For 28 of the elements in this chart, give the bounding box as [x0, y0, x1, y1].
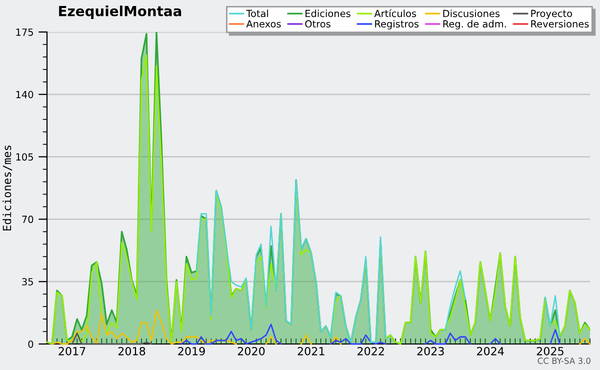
y-tick-label: 0: [28, 340, 34, 348]
x-tick-label: 2025: [536, 346, 564, 356]
x-tick-label: 2021: [298, 346, 324, 356]
y-tick-label: 105: [16, 153, 33, 161]
legend-label: Reversiones: [531, 20, 589, 28]
x-tick-label: 2018: [118, 346, 146, 356]
legend-label: Total: [246, 10, 268, 18]
legend-label: Ediciones: [306, 10, 350, 18]
x-tick-label: 2017: [58, 346, 86, 356]
legend-label: Discusiones: [443, 10, 500, 18]
text: CC BY-SA 3.0: [538, 358, 590, 364]
x-tick-label: 2023: [417, 346, 444, 356]
y-tick-label: 70: [22, 216, 34, 224]
x-tick-label: 2019: [178, 346, 205, 356]
x-tick-label: 2024: [477, 346, 504, 356]
y-tick-label: 35: [22, 278, 33, 286]
legend-label: Registros: [375, 20, 419, 30]
y-tick-label: 175: [16, 28, 33, 36]
x-tick-label: 2022: [358, 346, 384, 356]
y-tick-label: 140: [16, 90, 34, 98]
legend-label: Proyecto: [531, 10, 572, 20]
chart-title: EzequielMontaa: [59, 6, 182, 19]
x-tick-label: 2020: [238, 346, 265, 356]
legend-label: Anexos: [246, 20, 281, 28]
y-axis-title: Ediciones/mes: [2, 146, 12, 230]
legend-label: Reg. de adm.: [443, 20, 506, 30]
legend-label: Otros: [305, 20, 330, 28]
legend-label: Artículos: [374, 9, 416, 18]
